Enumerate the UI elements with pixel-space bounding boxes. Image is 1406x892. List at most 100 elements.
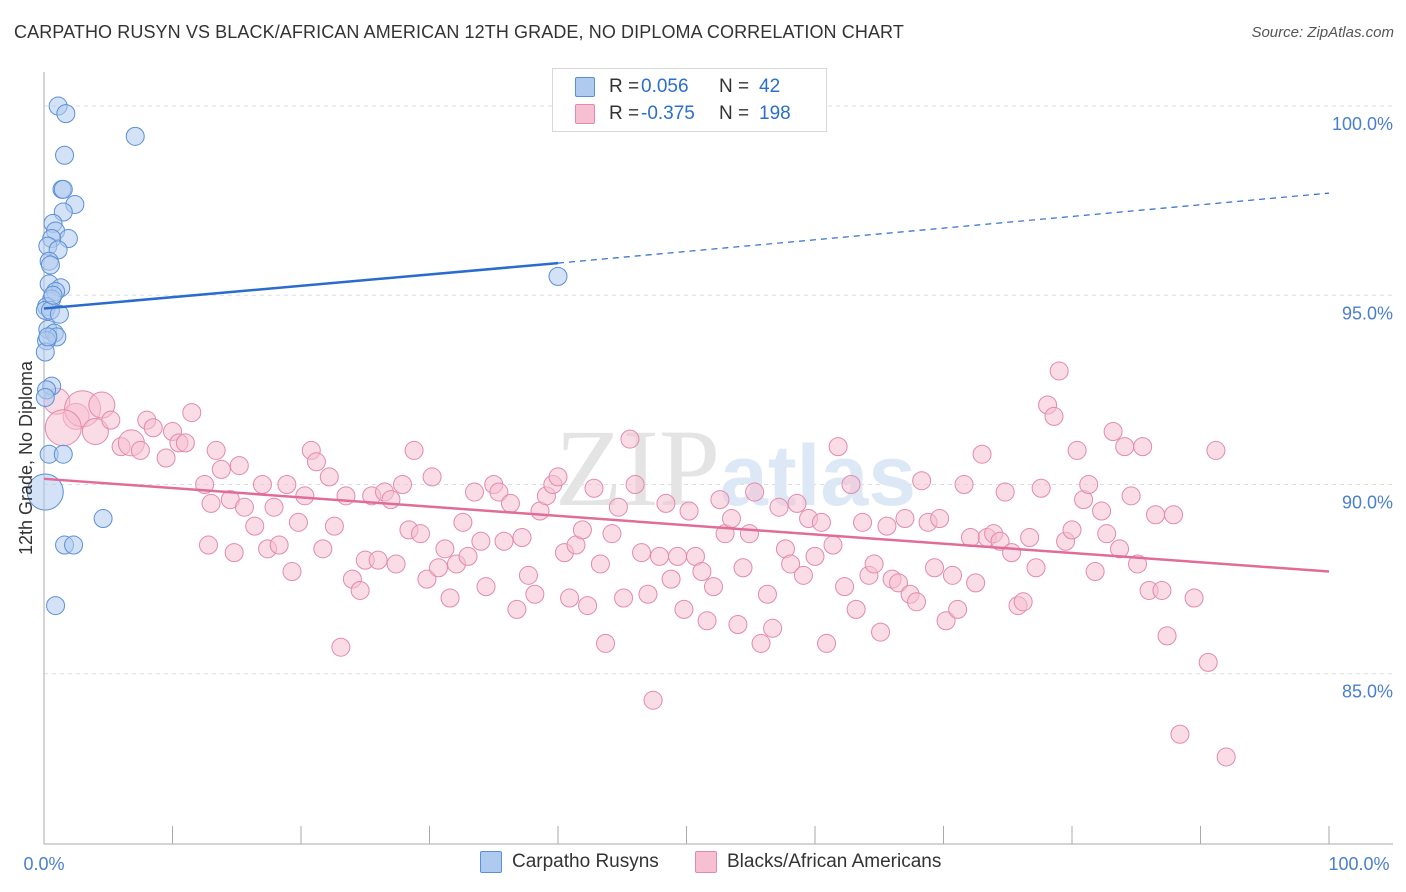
black-african-american-point <box>1170 724 1190 744</box>
black-african-american-point <box>584 478 604 498</box>
black-african-american-point <box>990 531 1010 551</box>
black-african-american-point <box>1184 588 1204 608</box>
black-african-american-point <box>324 516 344 536</box>
trend-line-carpatho-rusyns-extrapolated <box>557 192 1330 264</box>
black-african-american-point <box>1121 486 1141 506</box>
watermark-atlas: atlas <box>720 428 916 524</box>
carpatho-rusyn-point <box>46 596 66 616</box>
black-african-american-point <box>578 596 598 616</box>
black-african-american-point <box>710 490 730 510</box>
series-carpatho-rusyns <box>26 96 568 616</box>
black-african-american-point <box>1044 406 1064 426</box>
black-african-american-point <box>811 512 831 532</box>
trend-line-carpatho-rusyns <box>43 261 559 310</box>
legend-item-carpatho-rusyns[interactable]: Carpatho Rusyns <box>480 851 659 873</box>
black-african-american-point <box>288 512 308 532</box>
legend-row-blacks-african-americans: R = -0.375 N = 198 <box>575 102 791 126</box>
legend-n-label: N = <box>719 76 750 97</box>
black-african-american-point <box>632 543 652 563</box>
black-african-american-point <box>733 558 753 578</box>
legend-n-value: 198 <box>759 103 791 124</box>
black-african-american-point <box>417 569 437 589</box>
black-african-american-point <box>368 550 388 570</box>
black-african-american-point <box>1110 539 1130 559</box>
black-african-american-point <box>81 418 109 446</box>
black-african-american-point <box>1198 652 1218 672</box>
black-african-american-point <box>1115 437 1135 457</box>
carpatho-rusyn-point <box>53 179 73 199</box>
black-african-american-point <box>393 474 413 494</box>
black-african-american-point <box>793 565 813 585</box>
black-african-american-point <box>411 524 431 544</box>
carpatho-rusyn-point <box>125 126 145 146</box>
black-african-american-point <box>972 444 992 464</box>
black-african-american-point <box>211 459 231 479</box>
black-african-american-point <box>1097 524 1117 544</box>
black-african-american-point <box>269 535 289 555</box>
black-african-american-point <box>590 554 610 574</box>
carpatho-rusyn-point <box>55 145 75 165</box>
black-african-american-point <box>817 633 837 653</box>
legend-n-value: 42 <box>759 76 781 97</box>
black-african-american-point <box>1216 747 1236 767</box>
black-african-american-point <box>703 577 723 597</box>
black-african-american-point <box>643 690 663 710</box>
black-african-american-point <box>1013 592 1033 612</box>
black-african-american-point <box>44 409 82 447</box>
black-african-american-point <box>386 554 406 574</box>
black-african-american-point <box>560 588 580 608</box>
black-african-american-point <box>264 497 284 517</box>
black-african-american-point <box>596 633 616 653</box>
black-african-american-point <box>422 467 442 487</box>
black-african-american-point <box>404 440 424 460</box>
black-african-american-point <box>787 493 807 513</box>
carpatho-rusyn-point <box>43 285 63 305</box>
black-african-american-point <box>435 539 455 559</box>
carpatho-rusyn-point <box>26 473 64 511</box>
black-african-american-point <box>175 433 195 453</box>
black-african-american-point <box>224 543 244 563</box>
black-african-american-point <box>661 569 681 589</box>
legend-label-blacks-african-americans: Blacks/African Americans <box>727 851 942 872</box>
black-african-american-point <box>381 490 401 510</box>
legend-swatch-blue <box>575 77 595 97</box>
black-african-american-point <box>234 497 254 517</box>
black-african-american-point <box>679 501 699 521</box>
black-african-american-point <box>692 562 712 582</box>
black-african-american-point <box>548 467 568 487</box>
y-tick-label: 95.0% <box>1342 303 1393 323</box>
black-african-american-point <box>1206 440 1226 460</box>
black-african-american-point <box>313 539 333 559</box>
black-african-american-point <box>828 437 848 457</box>
black-african-american-point <box>846 599 866 619</box>
black-african-american-point <box>1157 626 1177 646</box>
legend-r-value: -0.375 <box>641 103 695 124</box>
black-african-american-point <box>841 474 861 494</box>
carpatho-rusyn-point <box>93 509 113 529</box>
black-african-american-point <box>428 558 448 578</box>
legend-item-blacks-african-americans[interactable]: Blacks/African Americans <box>695 851 941 873</box>
black-african-american-point <box>608 497 628 517</box>
correlation-legend: R = 0.056 N = 42 R = -0.375 N = 198 <box>552 68 827 132</box>
black-african-american-point <box>229 456 249 476</box>
black-african-american-point <box>464 482 484 502</box>
black-african-american-point <box>942 565 962 585</box>
carpatho-rusyn-point <box>53 444 73 464</box>
black-african-american-point <box>763 618 783 638</box>
black-african-american-point <box>620 429 640 449</box>
black-african-american-point <box>306 452 326 472</box>
black-african-american-point <box>1133 437 1153 457</box>
black-african-american-point <box>572 520 592 540</box>
black-african-american-point <box>518 565 538 585</box>
black-african-american-point <box>182 403 202 423</box>
carpatho-rusyn-point <box>35 387 55 407</box>
legend-swatch-pink <box>575 104 595 124</box>
black-african-american-point <box>871 622 891 642</box>
legend-swatch-pink <box>695 851 717 873</box>
black-african-american-point <box>101 410 121 430</box>
carpatho-rusyn-point <box>38 327 58 347</box>
black-african-american-point <box>350 580 370 600</box>
black-african-american-point <box>925 558 945 578</box>
black-african-american-point <box>500 493 520 513</box>
